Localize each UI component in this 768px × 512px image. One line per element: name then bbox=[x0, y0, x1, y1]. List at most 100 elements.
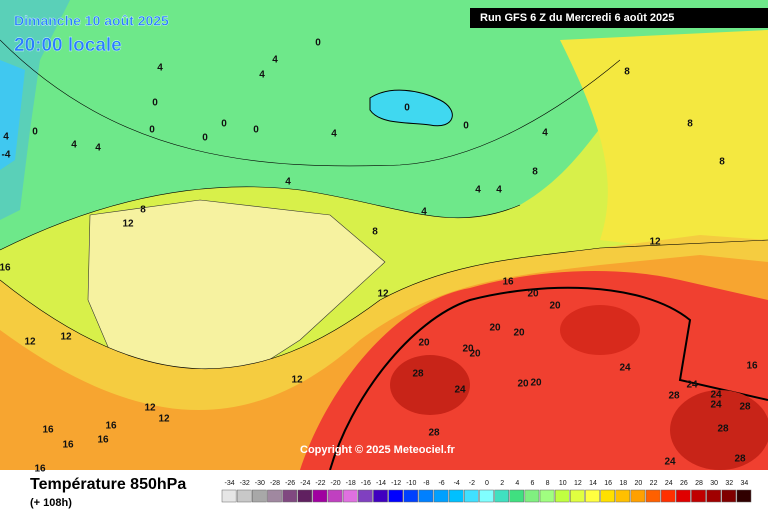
contour-label: 0 bbox=[463, 121, 469, 132]
contour-label: 4 bbox=[542, 128, 548, 139]
legend-swatch bbox=[297, 489, 313, 503]
legend-swatch bbox=[448, 489, 464, 503]
legend-swatch bbox=[615, 489, 631, 503]
contour-label: 4 bbox=[157, 63, 163, 74]
legend-label: -20 bbox=[331, 480, 341, 487]
parameter: Température 850hPa bbox=[30, 476, 186, 493]
contour-label: 20 bbox=[489, 323, 501, 334]
legend-swatch bbox=[479, 489, 494, 503]
contour-label: 4 bbox=[496, 185, 502, 196]
contour-label: 20 bbox=[513, 328, 525, 339]
contour-label: 4 bbox=[285, 177, 291, 188]
legend-label: 32 bbox=[725, 480, 733, 487]
legend-swatch bbox=[418, 489, 434, 503]
contour-label: 0 bbox=[149, 125, 155, 136]
color-legend: -34 -32 -30 -28 -26 -24 -22 -20 -18 -16 -14 -12 -10-… bbox=[221, 480, 752, 503]
contour-label: 4 bbox=[421, 207, 427, 218]
legend-label: 30 bbox=[710, 480, 718, 487]
contour-label: 28 bbox=[734, 454, 746, 465]
contour-label: 20 bbox=[517, 379, 529, 390]
contour-label: 4 bbox=[95, 143, 101, 154]
legend-swatch bbox=[236, 489, 252, 503]
legend-label: -10 bbox=[406, 480, 416, 487]
contour-label: 16 bbox=[34, 464, 46, 475]
legend-label: 20 bbox=[635, 480, 643, 487]
legend-label: -4 bbox=[454, 480, 460, 487]
contour-label: 24 bbox=[710, 400, 722, 411]
legend-swatch bbox=[267, 489, 282, 503]
contour-label: 28 bbox=[739, 402, 751, 413]
legend-label: -28 bbox=[270, 480, 280, 487]
legend-label: 2 bbox=[500, 480, 504, 487]
contour-label: 4 bbox=[272, 55, 278, 66]
legend-label: -26 bbox=[285, 480, 295, 487]
legend-label: -2 bbox=[469, 480, 475, 487]
contour-label: 8 bbox=[140, 205, 146, 216]
legend-swatch bbox=[282, 489, 297, 503]
run-box bbox=[470, 8, 768, 28]
contour-label: 4 bbox=[71, 140, 77, 151]
contour-label: 0 bbox=[404, 103, 410, 114]
legend-label: 0 bbox=[485, 480, 489, 487]
legend-swatch bbox=[509, 489, 525, 503]
contour-label: 0 bbox=[202, 133, 208, 144]
contour-label: 8 bbox=[372, 227, 378, 238]
legend-swatch bbox=[570, 489, 585, 503]
legend-label: 18 bbox=[619, 480, 627, 487]
legend-swatch bbox=[585, 489, 600, 503]
contour-label: 12 bbox=[122, 219, 134, 230]
contour-label: 28 bbox=[428, 428, 440, 439]
contour-label: 4 bbox=[259, 70, 265, 81]
contour-label: 24 bbox=[686, 380, 698, 391]
contour-label: 20 bbox=[469, 349, 481, 360]
legend-label: 26 bbox=[680, 480, 688, 487]
copyright: Copyright © 2025 Meteociel.fr bbox=[300, 444, 456, 456]
legend-swatch bbox=[600, 489, 615, 503]
contour-label: 28 bbox=[717, 424, 729, 435]
contour-label: 20 bbox=[418, 338, 430, 349]
contour-label: 12 bbox=[377, 289, 389, 300]
lead-time: (+ 108h) bbox=[30, 497, 72, 509]
contour-label: 16 bbox=[42, 425, 54, 436]
legend-label: -22 bbox=[315, 480, 325, 487]
contour-label: 4 bbox=[331, 129, 337, 140]
valid-date: Dimanche 10 août 2025 bbox=[14, 13, 169, 29]
legend-swatch bbox=[221, 489, 237, 503]
contour-label: 4 bbox=[3, 132, 9, 143]
contour-label: 0 bbox=[253, 125, 259, 136]
legend-swatch bbox=[736, 489, 752, 503]
legend-swatch bbox=[464, 489, 479, 503]
contour-label: 8 bbox=[719, 157, 725, 168]
legend-label: -30 bbox=[255, 480, 265, 487]
legend-swatch bbox=[630, 489, 646, 503]
contour-label: 4 bbox=[475, 185, 481, 196]
contour-label: 8 bbox=[624, 67, 630, 78]
legend-label: 4 bbox=[515, 480, 519, 487]
run-info: Run GFS 6 Z du Mercredi 6 août 2025 bbox=[480, 12, 674, 24]
contour-label: 12 bbox=[24, 337, 36, 348]
legend-swatch bbox=[691, 489, 706, 503]
contour-label: 12 bbox=[291, 375, 303, 386]
legend-swatch bbox=[433, 489, 449, 503]
legend-label: -6 bbox=[438, 480, 444, 487]
legend-swatch bbox=[721, 489, 737, 503]
legend-swatch bbox=[676, 489, 691, 503]
local-time: 20:00 locale bbox=[14, 35, 122, 56]
legend-label: -34 bbox=[225, 480, 235, 487]
legend-label: 16 bbox=[604, 480, 612, 487]
contour-label: 16 bbox=[0, 263, 11, 274]
legend-swatch bbox=[524, 489, 540, 503]
legend-swatch bbox=[342, 489, 358, 503]
legend-swatch bbox=[645, 489, 661, 503]
legend-label: 6 bbox=[530, 480, 534, 487]
temperature-field bbox=[0, 0, 768, 471]
legend-label: 10 bbox=[559, 480, 567, 487]
legend-swatch bbox=[554, 489, 570, 503]
legend-swatch bbox=[539, 489, 555, 503]
contour-label: 20 bbox=[527, 289, 539, 300]
legend-swatch bbox=[252, 489, 267, 503]
contour-label: 28 bbox=[412, 369, 424, 380]
legend-label: -12 bbox=[391, 480, 401, 487]
legend-swatch bbox=[312, 489, 328, 503]
